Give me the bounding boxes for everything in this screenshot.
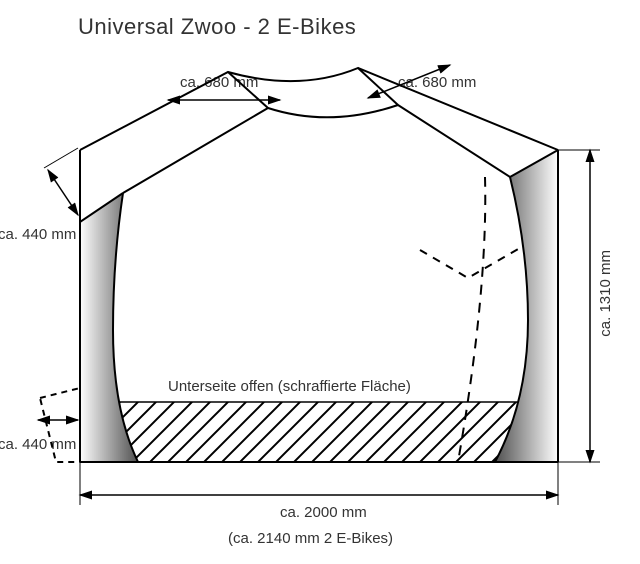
inner-fold-y: [420, 248, 520, 278]
left-flange: [40, 388, 80, 462]
technical-drawing: [0, 0, 640, 564]
dimline-side-upper: [48, 170, 78, 215]
dimline-top-right: [368, 65, 450, 98]
top-slab-back: [80, 68, 558, 150]
hatched-underside: [110, 402, 530, 462]
top-slab-front: [123, 105, 510, 193]
